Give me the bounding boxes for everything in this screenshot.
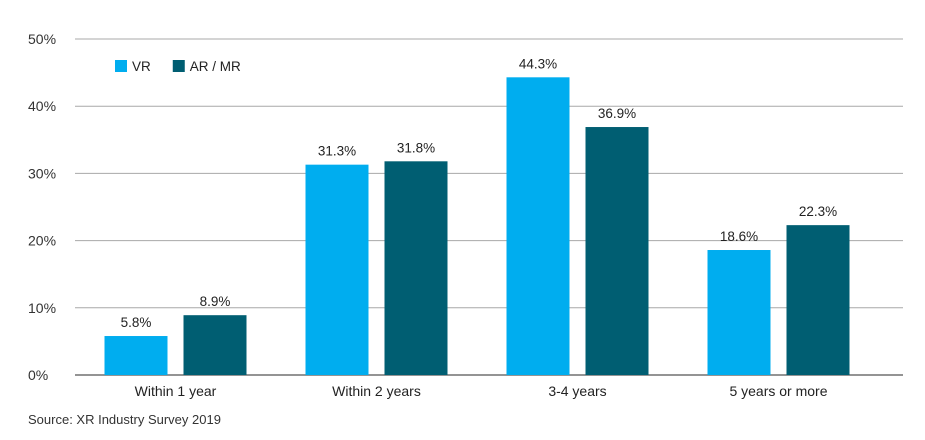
- y-tick-label: 40%: [28, 98, 56, 114]
- bar-vr: [707, 250, 771, 375]
- category-label: 3-4 years: [548, 383, 606, 399]
- y-tick-label: 30%: [28, 165, 56, 181]
- bar-ar-mr: [786, 225, 850, 375]
- source-note: Source: XR Industry Survey 2019: [28, 412, 221, 427]
- bars: [104, 77, 850, 375]
- y-tick-label: 10%: [28, 300, 56, 316]
- bar-ar-mr: [585, 127, 649, 375]
- data-label: 22.3%: [799, 204, 837, 219]
- y-axis-ticks: 0% 10% 20% 30% 40% 50%: [28, 31, 56, 383]
- legend: VR AR / MR: [115, 59, 241, 74]
- bar-ar-mr: [183, 315, 247, 375]
- data-label: 5.8%: [121, 315, 152, 330]
- y-tick-label: 0%: [28, 367, 48, 383]
- legend-label: AR / MR: [190, 59, 241, 74]
- data-label: 18.6%: [720, 229, 758, 244]
- category-label: Within 2 years: [332, 383, 421, 399]
- y-tick-label: 20%: [28, 233, 56, 249]
- category-label: Within 1 year: [135, 383, 217, 399]
- data-label: 31.3%: [318, 144, 356, 159]
- data-label: 31.8%: [397, 140, 435, 155]
- data-label: 8.9%: [200, 294, 231, 309]
- x-axis-categories: Within 1 year Within 2 years 3-4 years 5 ye…: [135, 383, 828, 399]
- bar-ar-mr: [384, 161, 448, 375]
- bar-vr: [305, 164, 369, 375]
- legend-swatch: [172, 60, 185, 72]
- legend-swatch: [115, 60, 127, 72]
- legend-label: VR: [132, 59, 151, 74]
- bar-vr: [104, 336, 168, 375]
- data-label: 36.9%: [598, 106, 636, 121]
- data-labels: 5.8% 8.9% 31.3% 31.8% 44.3% 36.9% 18.6% 22.3%: [121, 56, 838, 330]
- category-label: 5 years or more: [729, 383, 827, 399]
- bar-vr: [506, 77, 570, 375]
- data-label: 44.3%: [519, 56, 557, 71]
- y-tick-label: 50%: [28, 31, 56, 47]
